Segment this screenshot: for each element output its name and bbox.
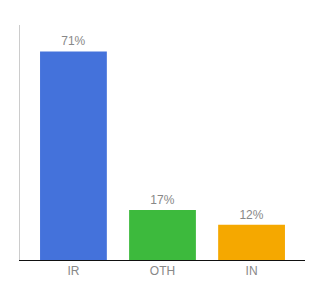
svg-text:OTH: OTH — [150, 264, 175, 278]
svg-text:71%: 71% — [61, 34, 85, 48]
svg-text:IR: IR — [67, 264, 79, 278]
svg-text:IN: IN — [246, 264, 258, 278]
svg-text:17%: 17% — [150, 193, 174, 207]
svg-text:12%: 12% — [239, 208, 263, 222]
